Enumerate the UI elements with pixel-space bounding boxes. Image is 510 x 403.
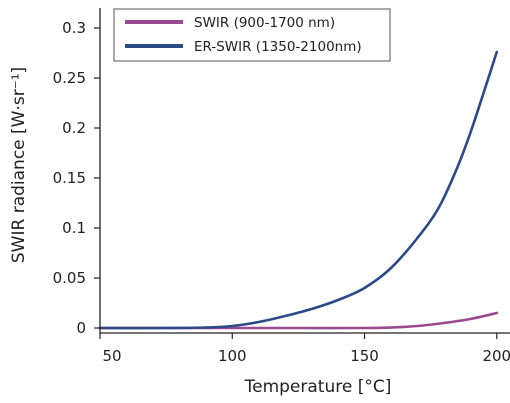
- y-tick-label: 0: [76, 319, 86, 337]
- legend-label-er-swir: ER-SWIR (1350-2100nm): [194, 39, 362, 55]
- series-line-er-swir: [98, 50, 499, 330]
- y-tick-label: 0.2: [62, 119, 86, 137]
- y-tick-label: 0.25: [53, 69, 86, 87]
- legend: SWIR (900-1700 nm) ER-SWIR (1350-2100nm): [113, 8, 391, 62]
- x-tick-label: 200: [482, 347, 510, 365]
- series-line-swir: [98, 311, 499, 330]
- y-axis-title: SWIR radiance [W·sr⁻¹]: [9, 67, 29, 263]
- x-tick-label: 100: [218, 347, 247, 365]
- y-axis-ticks: 0 0.05 0.1 0.15 0.2 0.25 0.3: [53, 19, 100, 337]
- legend-box: [113, 8, 391, 62]
- legend-label-swir: SWIR (900-1700 nm): [194, 15, 335, 31]
- x-axis-ticks: 50 100 150 200: [99, 333, 510, 365]
- x-axis-title: Temperature [°C]: [244, 377, 392, 397]
- x-tick-label: 50: [102, 347, 121, 365]
- x-tick-label: 150: [350, 347, 379, 365]
- plot-lines: [98, 50, 499, 330]
- y-tick-label: 0.3: [62, 19, 86, 37]
- y-tick-label: 0.1: [62, 219, 86, 237]
- y-tick-label: 0.15: [53, 169, 86, 187]
- y-tick-label: 0.05: [53, 269, 86, 287]
